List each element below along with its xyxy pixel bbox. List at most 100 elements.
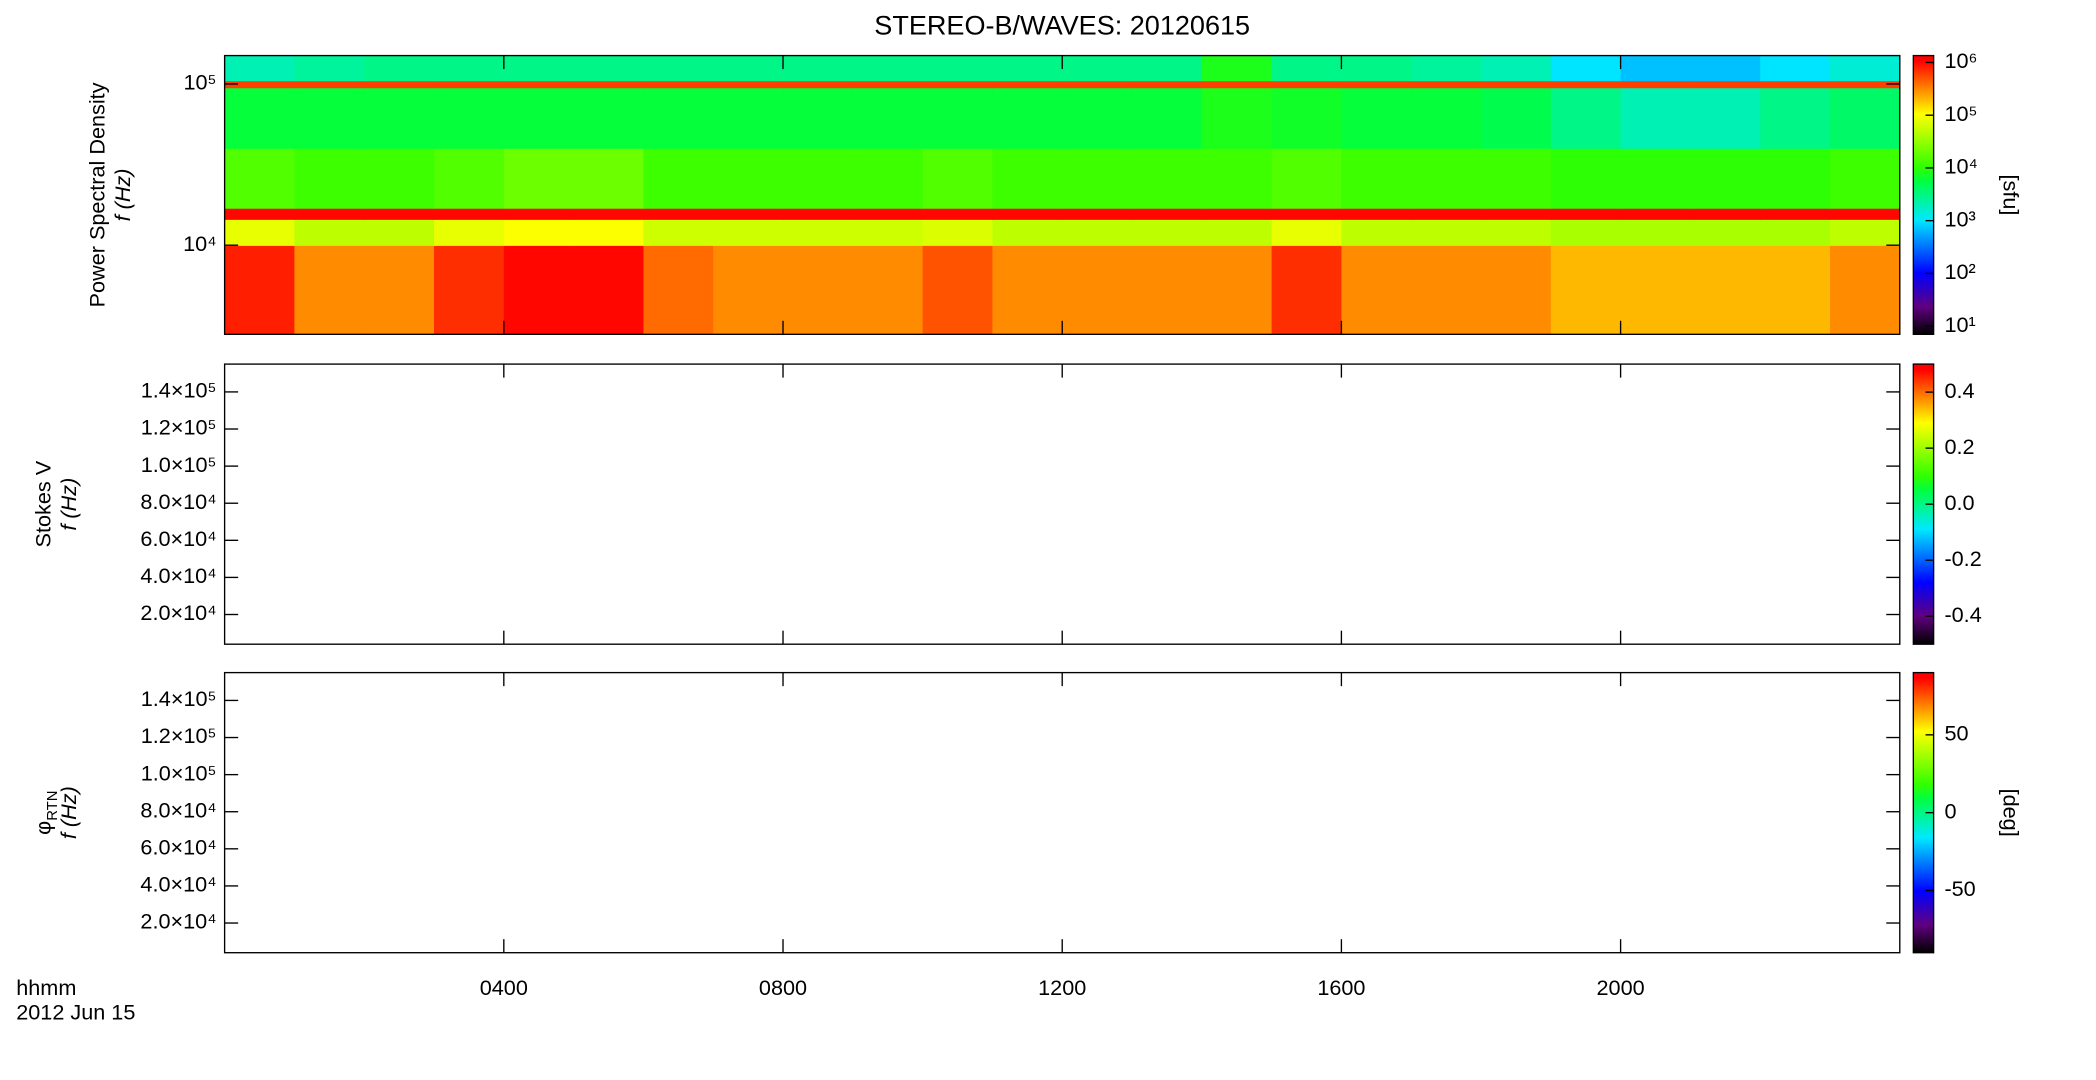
heatmap-cell bbox=[434, 148, 505, 209]
heatmap-cell bbox=[1760, 148, 1831, 209]
heatmap-cell bbox=[713, 245, 784, 336]
heatmap-cell bbox=[713, 219, 784, 246]
heatmap-cell bbox=[643, 208, 714, 220]
heatmap-cell bbox=[1341, 208, 1412, 220]
heatmap-cell bbox=[852, 219, 924, 246]
y-axis-label: f (Hz) bbox=[110, 169, 135, 222]
heatmap-cell bbox=[364, 219, 435, 246]
colorbar-tick-label: 10² bbox=[1944, 259, 1975, 284]
heatmap-cell bbox=[1550, 219, 1622, 246]
x-tick-label: 1600 bbox=[1317, 975, 1365, 1000]
heatmap-cell bbox=[643, 55, 714, 82]
heatmap-cell bbox=[364, 87, 435, 149]
colorbar-tick-label: 0.0 bbox=[1944, 490, 1974, 515]
chart-title: STEREO-B/WAVES: 20120615 bbox=[874, 10, 1250, 40]
heatmap-cell bbox=[1550, 80, 1622, 89]
heatmap-cell bbox=[1690, 245, 1761, 336]
heatmap-cell bbox=[852, 87, 924, 149]
heatmap-cell bbox=[713, 87, 784, 149]
heatmap-cell bbox=[1341, 245, 1412, 336]
heatmap-cell bbox=[1411, 55, 1482, 82]
heatmap-cell bbox=[1829, 148, 1901, 209]
colorbar-tick-label: -50 bbox=[1944, 876, 1975, 901]
y-tick-label: 8.0×10⁴ bbox=[140, 489, 216, 514]
y-tick-label: 6.0×10⁴ bbox=[140, 835, 216, 860]
y-tick-label: 4.0×10⁴ bbox=[140, 563, 216, 588]
heatmap-cell bbox=[224, 208, 296, 220]
heatmap-cell bbox=[1481, 148, 1552, 209]
colorbar-tick-label: 0.4 bbox=[1944, 378, 1974, 403]
x-tick-label: 2000 bbox=[1597, 975, 1645, 1000]
heatmap-cell bbox=[1062, 245, 1133, 336]
heatmap-cell bbox=[922, 87, 994, 149]
heatmap-cell bbox=[713, 208, 784, 220]
heatmap-cell bbox=[434, 219, 505, 246]
heatmap-cell bbox=[503, 80, 575, 89]
heatmap-cell bbox=[643, 219, 714, 246]
heatmap-cell bbox=[1201, 148, 1273, 209]
heatmap-cell bbox=[1201, 80, 1273, 89]
x-tick-label: 1200 bbox=[1038, 975, 1086, 1000]
heatmap-cell bbox=[1411, 219, 1482, 246]
x-axis-label: hhmm bbox=[16, 975, 76, 1000]
heatmap-cell bbox=[1550, 87, 1622, 149]
heatmap-cell bbox=[1132, 55, 1203, 82]
heatmap-cell bbox=[783, 55, 854, 82]
heatmap-cell bbox=[434, 245, 505, 336]
colorbar-tick-label: 50 bbox=[1944, 721, 1968, 746]
heatmap-cell bbox=[1760, 245, 1831, 336]
heatmap-cell bbox=[713, 55, 784, 82]
heatmap-cell bbox=[1271, 148, 1343, 209]
colorbar-label: [sfu] bbox=[1999, 174, 2024, 215]
y-tick-label: 1.2×10⁵ bbox=[141, 415, 217, 440]
heatmap-cell bbox=[1690, 219, 1761, 246]
heatmap-cell bbox=[294, 148, 365, 209]
heatmap-cell bbox=[1690, 55, 1761, 82]
heatmap-cell bbox=[713, 148, 784, 209]
heatmap-cell bbox=[1620, 208, 1692, 220]
heatmap-cell bbox=[922, 80, 994, 89]
heatmap-cell bbox=[224, 55, 296, 82]
y-axis-label: Power Spectral Density bbox=[84, 82, 109, 307]
heatmap-cell bbox=[294, 80, 365, 89]
colorbar-tick-label: 10³ bbox=[1944, 206, 1975, 231]
heatmap-cell bbox=[1829, 55, 1901, 82]
heatmap-cell bbox=[1481, 245, 1552, 336]
heatmap-cell bbox=[434, 55, 505, 82]
heatmap-cell bbox=[992, 245, 1063, 336]
heatmap-cell bbox=[1481, 208, 1552, 220]
y-tick-label: 2.0×10⁴ bbox=[140, 909, 216, 934]
heatmap-cell bbox=[1829, 245, 1901, 336]
heatmap-cell bbox=[503, 87, 575, 149]
y-tick-label: 1.2×10⁵ bbox=[141, 723, 217, 748]
heatmap-cell bbox=[1132, 87, 1203, 149]
heatmap-cell bbox=[434, 87, 505, 149]
heatmap-cell bbox=[1829, 219, 1901, 246]
heatmap-cell bbox=[1620, 245, 1692, 336]
heatmap-cell bbox=[1341, 148, 1412, 209]
heatmap-cell bbox=[224, 148, 296, 209]
heatmap-cell bbox=[1132, 208, 1203, 220]
heatmap-cell bbox=[1829, 208, 1901, 220]
heatmap-cell bbox=[1690, 208, 1761, 220]
heatmap-cell bbox=[503, 219, 575, 246]
heatmap-cell bbox=[573, 80, 645, 89]
heatmap-cell bbox=[573, 219, 645, 246]
y-tick-label: 4.0×10⁴ bbox=[140, 872, 216, 897]
heatmap-cell bbox=[1271, 55, 1343, 82]
heatmap-cell bbox=[1271, 219, 1343, 246]
heatmap-cell bbox=[783, 148, 854, 209]
colorbar-tick-label: 0 bbox=[1944, 798, 1956, 823]
heatmap-cell bbox=[224, 87, 296, 149]
heatmap-cell bbox=[364, 148, 435, 209]
heatmap-cell bbox=[1620, 55, 1692, 82]
y-tick-label: 2.0×10⁴ bbox=[140, 600, 216, 625]
heatmap-cell bbox=[1132, 148, 1203, 209]
heatmap-cell bbox=[1620, 87, 1692, 149]
heatmap-cell bbox=[783, 208, 854, 220]
heatmap-cell bbox=[992, 87, 1063, 149]
heatmap-cell bbox=[1271, 87, 1343, 149]
heatmap-cell bbox=[1620, 148, 1692, 209]
heatmap-cell bbox=[1690, 80, 1761, 89]
